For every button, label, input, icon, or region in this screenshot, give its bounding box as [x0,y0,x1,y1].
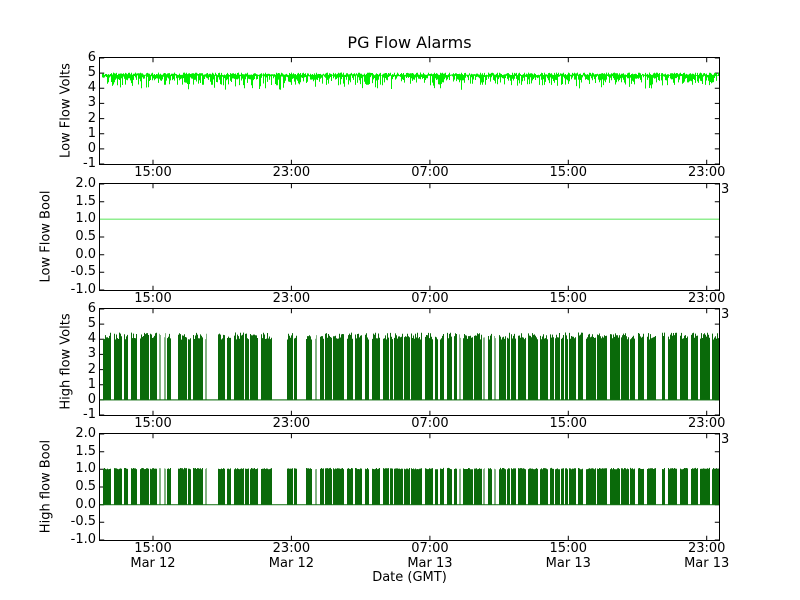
y-tick-label: 0.0 [75,246,96,262]
x-tick-label: 23:00 [687,541,726,556]
x-date-label: Mar 12 [268,556,314,571]
y-tick-label: 1.5 [75,193,96,209]
signal-trace-faint [159,467,496,505]
y-tick-label: 0 [87,391,96,407]
signal-trace [102,72,719,90]
x-date-label: Mar 12 [130,556,176,571]
axis-offset-text: 3 [721,181,730,197]
tick-marks [100,57,719,164]
plot-area [100,308,719,415]
y-tick-label: -1.0 [70,282,96,297]
y-tick-label: 3 [87,346,96,362]
y-tick-label: -0.5 [70,264,96,280]
y-tick-label: 2 [87,110,96,126]
axis-offset-text: 3 [721,431,730,447]
y-tick-label: 4 [87,80,96,96]
y-tick-label: 6 [87,50,96,65]
signal-trace-faint [159,332,496,400]
x-tick-label: 15:00 [549,291,587,306]
y-tick-label: 2.0 [75,176,96,191]
y-tick-label: 3 [87,95,96,111]
tick-marks [100,183,719,290]
y-tick-label: 1 [87,125,96,141]
y-tick-label: 1.5 [75,443,96,459]
subplot-low-flow-volts [99,56,720,165]
plot-area [100,433,719,540]
x-tick-label: 07:00 [411,541,449,556]
x-tick-label: 23:00 [687,165,726,180]
y-tick-label: 0.5 [75,479,96,494]
x-axis-label: Date (GMT) [372,570,447,585]
subplot-low-flow-bool [99,182,720,291]
y-tick-label: 5 [87,316,96,332]
chart-title: PG Flow Alarms [347,33,472,52]
y-tick-label: 1.0 [75,211,96,227]
x-tick-label: 15:00 [549,416,587,431]
y-tick-label: 4 [87,331,96,347]
y-tick-label: 6 [87,301,96,316]
x-tick-label: 15:00 [549,541,587,556]
x-tick-label: 23:00 [687,291,726,306]
axis-offset-text: 3 [721,306,730,322]
y-tick-label: 0.0 [75,496,96,512]
x-tick-label: 23:00 [272,165,311,180]
y-tick-label: 2 [87,361,96,377]
y-tick-label: 2.0 [75,426,96,441]
y-tick-label: 1 [87,376,96,392]
signal-trace [103,332,719,400]
y-tick-label: 0 [87,140,96,156]
x-tick-label: 07:00 [411,416,449,431]
x-tick-label: 23:00 [272,291,311,306]
x-tick-label: 15:00 [549,165,587,180]
plot-area [100,183,719,290]
y-tick-label: -1.0 [70,532,96,547]
y-tick-label: 1.0 [75,461,96,477]
plot-area [100,57,719,164]
subplot-high-flow-bool [99,432,720,541]
y-tick-label: 0.5 [75,229,96,244]
x-tick-label: 07:00 [411,165,449,180]
signal-trace [103,467,719,505]
x-tick-label: 23:00 [272,541,311,556]
subplot-high-flow-volts [99,307,720,416]
x-tick-label: 15:00 [134,291,172,306]
y-tick-label: 5 [87,65,96,81]
x-tick-label: 15:00 [134,541,172,556]
x-date-label: Mar 13 [545,556,591,571]
x-tick-label: 15:00 [134,165,172,180]
x-tick-label: 15:00 [134,416,172,431]
x-date-label: Mar 13 [684,556,730,571]
y-tick-label: -1 [83,156,96,171]
y-tick-label: -1 [83,407,96,422]
x-tick-label: 23:00 [687,416,726,431]
x-date-label: Mar 13 [407,556,453,571]
x-tick-label: 07:00 [411,291,449,306]
x-tick-label: 23:00 [272,416,311,431]
y-tick-label: -0.5 [70,514,96,530]
